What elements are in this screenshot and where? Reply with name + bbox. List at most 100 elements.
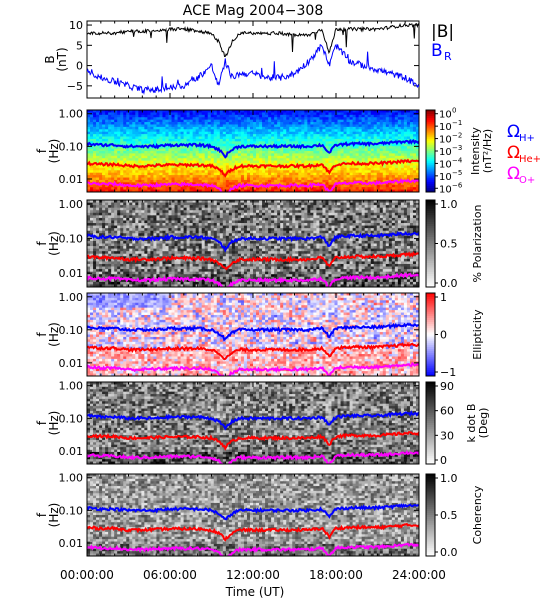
spectrogram-cell xyxy=(322,187,326,190)
spectrogram-cell xyxy=(204,215,209,219)
spectrogram-cell xyxy=(213,202,218,206)
spectrogram-cell xyxy=(304,187,308,190)
spectrogram-cell xyxy=(253,131,257,135)
spectrogram-cell xyxy=(186,165,191,169)
spectrogram-cell xyxy=(268,179,272,183)
spectrogram-cell xyxy=(298,141,302,145)
spectrogram-cell xyxy=(289,129,293,133)
b-radial-line xyxy=(87,43,419,95)
spectrogram-cell xyxy=(129,163,133,166)
spectrogram-cell xyxy=(243,114,248,118)
spectrogram-cell xyxy=(265,210,269,214)
spectrogram-cell xyxy=(283,155,287,159)
spectrogram-cell xyxy=(198,202,203,206)
spectrogram-cell xyxy=(307,143,311,147)
spectrogram-cell xyxy=(198,207,203,211)
spectrogram-cell xyxy=(243,189,248,193)
spectrogram-cell xyxy=(325,110,329,113)
spectrogram-cell xyxy=(388,163,393,166)
spectrogram-cell xyxy=(231,205,236,209)
spectrogram-cell xyxy=(162,131,166,135)
spectrogram-cell xyxy=(364,131,369,135)
spectrogram-cell xyxy=(111,189,115,193)
spectrogram-cell xyxy=(87,212,91,216)
spectrogram-cell xyxy=(228,141,233,145)
spectrogram-cell xyxy=(228,212,233,216)
spectrogram-cell xyxy=(400,187,405,190)
spectrogram-cell xyxy=(246,119,251,123)
spectrogram-cell xyxy=(243,126,248,130)
spectrogram-cell xyxy=(283,200,287,203)
spectrogram-cell xyxy=(159,217,163,221)
spectrogram-cell xyxy=(192,110,197,113)
spectrogram-cell xyxy=(268,148,272,152)
spectrogram-cell xyxy=(382,182,387,186)
spectrogram-cell xyxy=(102,210,106,214)
spectrogram-cell xyxy=(231,151,236,154)
spectrogram-cell xyxy=(370,179,375,183)
spectrogram-cell xyxy=(126,131,130,135)
spectrogram-cell xyxy=(310,170,314,174)
spectrogram-cell xyxy=(237,155,242,159)
spectrogram-cell xyxy=(114,202,118,206)
spectrogram-cell xyxy=(295,117,299,121)
spectrogram-cell xyxy=(262,207,266,211)
spectrogram-cell xyxy=(367,207,372,211)
colorbar-step xyxy=(426,144,435,148)
spectrogram-cell xyxy=(213,122,218,125)
spectrogram-cell xyxy=(304,177,308,181)
spectrogram-cell xyxy=(159,153,163,157)
spectrogram-cell xyxy=(102,215,106,219)
spectrogram-cell xyxy=(132,160,136,164)
spectrogram-cell xyxy=(246,165,251,169)
spectrogram-cell xyxy=(123,124,127,128)
spectrogram-cell xyxy=(99,126,103,130)
spectrogram-cell xyxy=(150,110,154,113)
spectrogram-cell xyxy=(99,119,103,123)
spectrogram-cell xyxy=(373,151,378,154)
spectrogram-cell xyxy=(198,126,203,130)
spectrogram-cell xyxy=(256,200,260,203)
spectrogram-cell xyxy=(129,207,133,211)
spectrogram-cell xyxy=(213,187,218,190)
spectrogram-cell xyxy=(283,134,287,137)
spectrogram-cell xyxy=(364,112,369,116)
spectrogram-cell xyxy=(180,129,184,133)
spectrogram-cell xyxy=(349,146,353,149)
spectrogram-cell xyxy=(397,134,402,137)
spectrogram-cell xyxy=(322,136,326,140)
spectrogram-cell xyxy=(234,158,239,162)
spectrogram-cell xyxy=(373,175,378,178)
spectrogram-cell xyxy=(391,131,396,135)
spectrogram-cell xyxy=(144,146,148,149)
spectrogram-cell xyxy=(271,170,275,174)
spectrogram-cell xyxy=(186,210,191,214)
spectrogram-cell xyxy=(274,217,278,221)
spectrogram-cell xyxy=(397,175,402,178)
spectrogram-cell xyxy=(183,220,187,224)
spectrogram-cell xyxy=(132,189,136,193)
spectrogram-cell xyxy=(292,217,296,221)
spectrogram-cell xyxy=(337,126,341,130)
spectrogram-cell xyxy=(331,205,335,209)
spectrogram-cell xyxy=(174,158,178,162)
spectrogram-cell xyxy=(295,205,299,209)
colorbar-step xyxy=(426,146,435,150)
spectrogram-cell xyxy=(400,215,405,219)
spectrogram-cell xyxy=(331,182,335,186)
spectrogram-cell xyxy=(355,217,360,221)
spectrogram-cell xyxy=(96,160,100,164)
spectrogram-cell xyxy=(225,165,230,169)
colorbar-step xyxy=(426,171,435,174)
spectrogram-cell xyxy=(150,210,154,214)
spectrogram-cell xyxy=(243,134,248,137)
spectrogram-cell xyxy=(382,177,387,181)
spectrogram-cell xyxy=(292,175,296,178)
spectrogram-cell xyxy=(126,217,130,221)
spectrogram-cell xyxy=(198,212,203,216)
spectrogram-cell xyxy=(331,126,335,130)
spectrogram-cell xyxy=(286,136,290,140)
spectrogram-cell xyxy=(180,117,184,121)
spectrogram-cell xyxy=(156,138,160,142)
spectrogram-cell xyxy=(231,163,236,166)
